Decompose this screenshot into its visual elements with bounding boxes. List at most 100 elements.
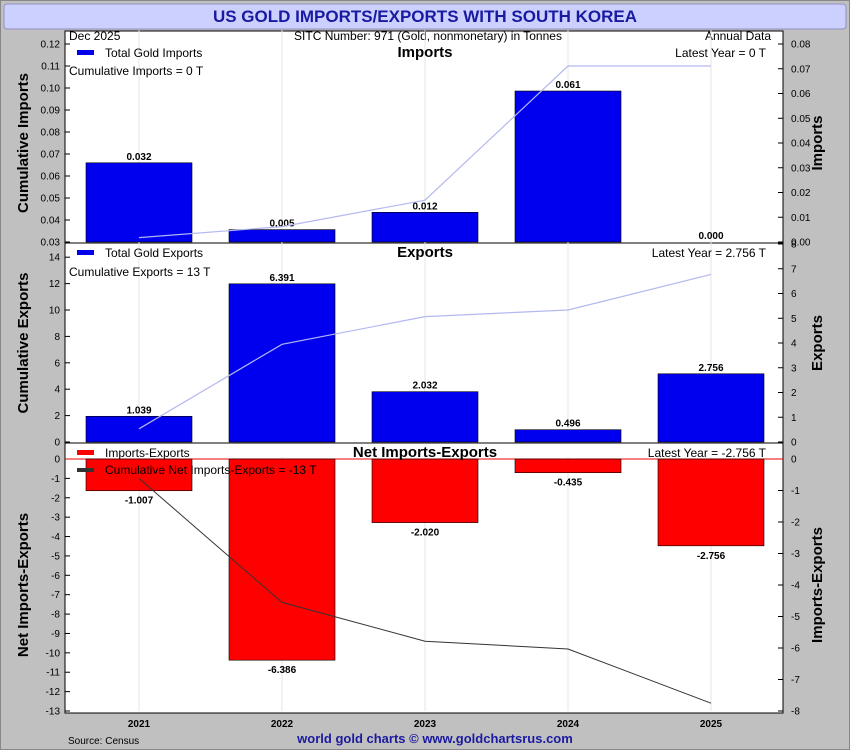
net-tick-left-label: -6: [51, 571, 60, 582]
imports-tick-right-label: 0.04: [791, 139, 811, 150]
net-tick-right-label: -2: [791, 518, 800, 529]
imports-cumulative-text: Cumulative Imports = 0 T: [69, 64, 204, 78]
exports-latest-text: Latest Year = 2.756 T: [652, 246, 767, 260]
imports-data-label: 0.005: [269, 219, 294, 230]
exports-ylabel-left: Cumulative Exports: [15, 273, 32, 414]
net-bar: [85, 458, 193, 492]
imports-legend-swatch: [77, 50, 94, 55]
net-panel-title: Net Imports-Exports: [353, 444, 497, 461]
imports-tick-left-label: 0.04: [41, 216, 61, 227]
imports-tick-right-label: 0.02: [791, 188, 811, 199]
imports-bar: [514, 90, 622, 243]
exports-tick-right-label: 6: [791, 289, 797, 300]
net-tick-left-label: -5: [51, 551, 60, 562]
exports-bar: [657, 373, 765, 443]
exports-legend-label: Total Gold Exports: [105, 246, 203, 260]
exports-data-label: 2.756: [698, 363, 723, 374]
net-tick-right-label: -3: [791, 549, 800, 560]
net-data-label: -6.386: [268, 665, 297, 676]
net-legend-label: Imports-Exports: [105, 446, 190, 460]
imports-tick-left-label: 0.06: [41, 172, 61, 183]
exports-tick-left-label: 8: [54, 332, 60, 343]
net-tick-left-label: -4: [51, 532, 60, 543]
chart-panels: 0.03 0.04 0.05 0.06 0.07 0.08 0.09 0.10 0.11 0.12…: [15, 30, 826, 730]
title-bar: [3, 3, 847, 30]
net-tick-left-label: -3: [51, 513, 60, 524]
net-tick-left-label: -10: [46, 648, 61, 659]
exports-tick-right-label: 1: [791, 413, 797, 424]
header-frequency: Annual Data: [705, 29, 771, 43]
net-ylabel-left: Net Imports-Exports: [15, 513, 32, 657]
exports-tick-right-label: 2: [791, 388, 797, 399]
exports-bar: [85, 415, 193, 443]
net-tick-right-label: -7: [791, 675, 800, 686]
category-label: 2023: [414, 719, 437, 730]
exports-tick-right-label: 4: [791, 339, 797, 350]
net-latest-text: Latest Year = -2.756 T: [648, 446, 767, 460]
imports-latest-text: Latest Year = 0 T: [675, 46, 767, 60]
exports-tick-right-label: 0: [791, 438, 797, 449]
plot-frame: [64, 30, 784, 714]
header-date: Dec 2025: [69, 29, 121, 43]
net-bar: [228, 458, 336, 661]
net-data-label: -0.435: [554, 478, 583, 489]
net-bar: [514, 458, 622, 474]
exports-data-label: 1.039: [126, 405, 151, 416]
imports-tick-left-label: 0.08: [41, 128, 61, 139]
category-label: 2022: [271, 719, 294, 730]
exports-tick-right-label: 8: [791, 240, 797, 251]
exports-bar: [228, 283, 336, 443]
exports-tick-right-label: 3: [791, 363, 797, 374]
net-tick-left-label: -1: [51, 474, 60, 485]
net-tick-left-label: -11: [46, 668, 60, 679]
imports-bar: [228, 229, 336, 243]
net-cumulative-line: [138, 478, 712, 704]
net-tick-left-label: -13: [46, 707, 61, 718]
imports-tick-right-label: 0.01: [791, 213, 811, 224]
net-data-label: -2.020: [411, 528, 440, 539]
exports-tick-left-label: 4: [54, 385, 60, 396]
exports-data-label: 2.032: [412, 381, 437, 392]
exports-tick-right-label: 7: [791, 264, 797, 275]
imports-bar: [85, 162, 193, 243]
net-tick-left-label: -9: [51, 629, 60, 640]
imports-tick-right-label: 0.03: [791, 163, 811, 174]
category-label: 2024: [557, 719, 580, 730]
category-label: 2021: [128, 719, 151, 730]
net-tick-right-label: -6: [791, 644, 800, 655]
imports-tick-right-label: 0.05: [791, 114, 811, 125]
imports-legend-label: Total Gold Imports: [105, 46, 202, 60]
net-tick-right-label: -1: [791, 486, 800, 497]
imports-data-label: 0.061: [555, 80, 580, 91]
net-tick-right-label: -4: [791, 581, 800, 592]
net-legend-swatch: [77, 450, 94, 455]
imports-ylabel-right: Imports: [809, 115, 826, 170]
net-bar: [371, 458, 479, 523]
net-tick-left-label: -12: [46, 687, 61, 698]
exports-ylabel-right: Exports: [809, 315, 826, 371]
exports-cumulative-line: [138, 273, 712, 430]
net-bar: [657, 458, 765, 547]
imports-tick-left-label: 0.10: [41, 84, 61, 95]
category-label: 2025: [700, 719, 723, 730]
imports-tick-right-label: 0.06: [791, 89, 811, 100]
net-ylabel-right: Imports-Exports: [809, 527, 826, 643]
exports-data-label: 0.496: [555, 419, 580, 430]
imports-tick-left-label: 0.11: [41, 62, 60, 73]
exports-bar: [514, 429, 622, 443]
exports-data-label: 6.391: [269, 273, 294, 284]
net-tick-left-label: -7: [51, 590, 60, 601]
exports-tick-left-label: 6: [54, 358, 60, 369]
net-legend-line-label: Cumulative Net Imports-Exports = -13 T: [105, 463, 317, 477]
exports-bar: [371, 391, 479, 443]
net-tick-left-label: -2: [51, 493, 60, 504]
imports-tick-left-label: 0.03: [41, 238, 61, 249]
exports-cumulative-text: Cumulative Exports = 13 T: [69, 265, 211, 279]
chart-title: US GOLD IMPORTS/EXPORTS WITH SOUTH KOREA: [213, 7, 637, 26]
imports-cumulative-line: [138, 65, 711, 239]
imports-tick-right-label: 0.08: [791, 40, 811, 51]
exports-tick-left-label: 2: [54, 411, 60, 422]
net-tick-right-label: 0: [791, 455, 797, 466]
imports-tick-left-label: 0.05: [41, 194, 61, 205]
